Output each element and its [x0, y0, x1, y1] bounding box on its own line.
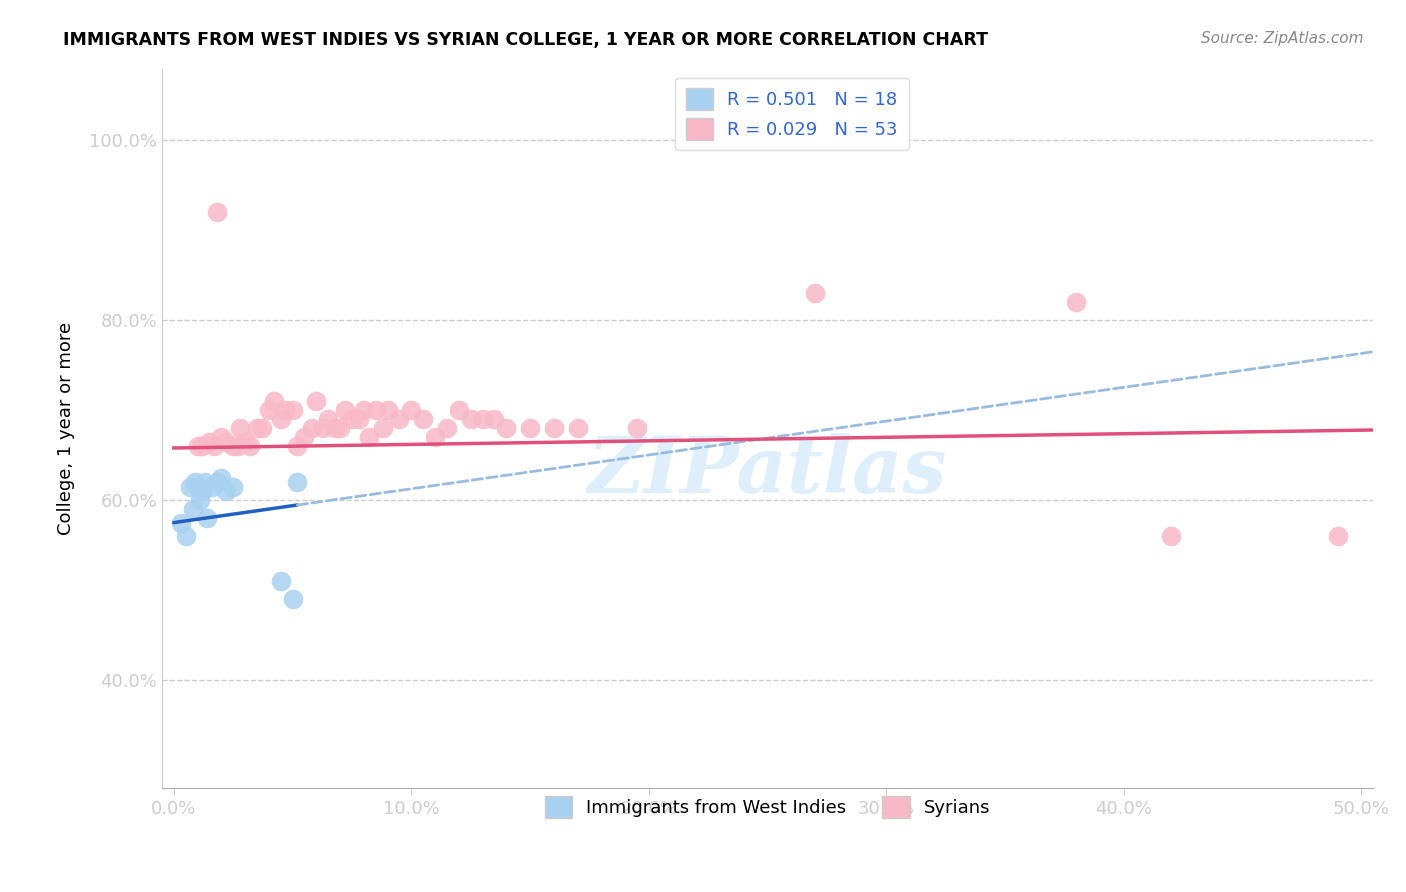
- Point: [222, 480, 245, 494]
- Point: [1160, 529, 1182, 543]
- Point: [371, 421, 394, 435]
- Point: [179, 480, 201, 494]
- Point: [250, 421, 273, 435]
- Point: [205, 475, 228, 490]
- Point: [246, 421, 269, 435]
- Point: [364, 403, 387, 417]
- Point: [215, 484, 238, 499]
- Point: [285, 475, 308, 490]
- Point: [460, 412, 482, 426]
- Point: [263, 394, 285, 409]
- Point: [316, 412, 339, 426]
- Point: [191, 439, 214, 453]
- Point: [1066, 295, 1088, 310]
- Point: [195, 511, 218, 525]
- Point: [239, 439, 262, 453]
- Point: [191, 484, 214, 499]
- Point: [270, 574, 292, 588]
- Point: [226, 439, 249, 453]
- Text: Source: ZipAtlas.com: Source: ZipAtlas.com: [1201, 31, 1364, 46]
- Point: [257, 403, 280, 417]
- Point: [229, 421, 252, 435]
- Point: [198, 434, 221, 449]
- Point: [401, 403, 423, 417]
- Legend: Immigrants from West Indies, Syrians: Immigrants from West Indies, Syrians: [537, 789, 998, 826]
- Point: [519, 421, 541, 435]
- Point: [202, 439, 225, 453]
- Point: [447, 403, 470, 417]
- Point: [194, 475, 217, 490]
- Point: [388, 412, 411, 426]
- Point: [181, 502, 204, 516]
- Point: [436, 421, 458, 435]
- Point: [567, 421, 589, 435]
- Point: [281, 592, 304, 607]
- Text: IMMIGRANTS FROM WEST INDIES VS SYRIAN COLLEGE, 1 YEAR OR MORE CORRELATION CHART: IMMIGRANTS FROM WEST INDIES VS SYRIAN CO…: [63, 31, 988, 49]
- Point: [423, 430, 446, 444]
- Point: [205, 205, 228, 219]
- Point: [312, 421, 335, 435]
- Point: [301, 421, 323, 435]
- Point: [305, 394, 328, 409]
- Point: [804, 286, 827, 301]
- Point: [274, 403, 297, 417]
- Point: [233, 434, 256, 449]
- Point: [285, 439, 308, 453]
- Point: [209, 430, 232, 444]
- Point: [187, 439, 209, 453]
- Text: ZIPatlas: ZIPatlas: [588, 434, 948, 509]
- Point: [209, 470, 232, 484]
- Point: [471, 412, 494, 426]
- Point: [187, 480, 209, 494]
- Point: [484, 412, 506, 426]
- Y-axis label: College, 1 year or more: College, 1 year or more: [58, 322, 75, 535]
- Point: [270, 412, 292, 426]
- Point: [188, 493, 211, 508]
- Point: [333, 403, 356, 417]
- Point: [626, 421, 648, 435]
- Point: [495, 421, 517, 435]
- Point: [201, 480, 224, 494]
- Point: [170, 516, 193, 530]
- Point: [323, 421, 346, 435]
- Point: [543, 421, 565, 435]
- Point: [377, 403, 399, 417]
- Point: [174, 529, 197, 543]
- Point: [184, 475, 207, 490]
- Point: [412, 412, 434, 426]
- Point: [329, 421, 352, 435]
- Point: [353, 403, 375, 417]
- Point: [347, 412, 370, 426]
- Point: [222, 439, 245, 453]
- Point: [281, 403, 304, 417]
- Point: [1326, 529, 1348, 543]
- Point: [340, 412, 363, 426]
- Point: [215, 434, 238, 449]
- Point: [357, 430, 380, 444]
- Point: [294, 430, 316, 444]
